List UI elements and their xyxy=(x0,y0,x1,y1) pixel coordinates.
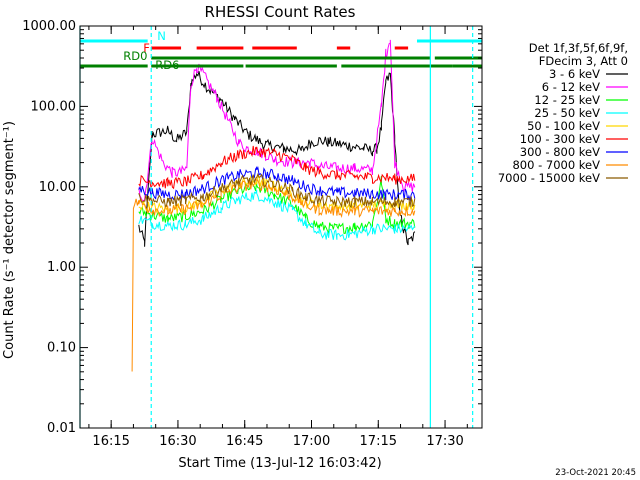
x-axis-ticks: 16:15 16:30 16:45 17:00 17:15 17:30 xyxy=(88,26,468,449)
x-axis-label: Start Time (13-Jul-12 16:03:42) xyxy=(178,456,381,471)
y-tick-label: 0.10 xyxy=(47,341,76,356)
series-line-3 xyxy=(138,176,416,235)
x-tick-label: 17:00 xyxy=(293,434,330,449)
legend-entry-label: 25 - 50 keV xyxy=(534,106,600,120)
footer-timestamp: 23-Oct-2021 20:45 xyxy=(555,468,636,478)
legend-entry-label: 6 - 12 keV xyxy=(542,80,600,94)
legend: Det 1f,3f,5f,6f,9f, FDecim 3, Att 0 3 - … xyxy=(498,41,628,185)
state-label-f: F xyxy=(143,41,150,55)
x-tick-label: 17:30 xyxy=(426,434,463,449)
legend-entry-label: 100 - 300 keV xyxy=(520,132,600,146)
series-line-4 xyxy=(138,189,416,241)
state-label-rd6: RD6 xyxy=(155,58,179,72)
plot-frame xyxy=(79,25,483,429)
series-line-8 xyxy=(131,176,416,372)
y-tick-label: 1.00 xyxy=(47,260,76,275)
series-line-9 xyxy=(138,172,416,209)
x-tick-label: 16:15 xyxy=(92,434,129,449)
series-line-6 xyxy=(138,145,416,190)
legend-header-line1: Det 1f,3f,5f,6f,9f, xyxy=(529,41,628,55)
y-axis-ticks: 0.01 0.10 1.00 10.00 100.00 1000.00 xyxy=(22,19,482,436)
state-label-rd0: RD0 xyxy=(123,49,147,63)
y-axis-label: Count Rate (s⁻¹ detector segment⁻¹) xyxy=(2,121,17,359)
chart-title: RHESSI Count Rates xyxy=(205,3,356,21)
x-tick-label: 16:30 xyxy=(159,434,196,449)
x-tick-label: 16:45 xyxy=(226,434,263,449)
y-tick-label: 1000.00 xyxy=(22,19,76,34)
state-label-n: N xyxy=(157,29,166,43)
x-tick-label: 17:15 xyxy=(360,434,397,449)
series-line-1 xyxy=(138,71,416,247)
y-tick-label: 0.01 xyxy=(47,421,76,436)
legend-entry-label: 7000 - 15000 keV xyxy=(498,171,600,185)
series-line-2 xyxy=(138,39,416,202)
legend-entry-label: 50 - 100 keV xyxy=(527,119,600,133)
y-tick-label: 10.00 xyxy=(39,180,76,195)
series-line-7 xyxy=(138,165,416,202)
y-tick-label: 100.00 xyxy=(31,99,77,114)
legend-entry-label: 300 - 800 keV xyxy=(520,145,600,159)
legend-entry-label: 12 - 25 keV xyxy=(534,93,600,107)
legend-entry-label: 3 - 6 keV xyxy=(549,67,600,81)
legend-entry-label: 800 - 7000 keV xyxy=(512,158,600,172)
legend-header-line2: FDecim 3, Att 0 xyxy=(539,54,628,68)
